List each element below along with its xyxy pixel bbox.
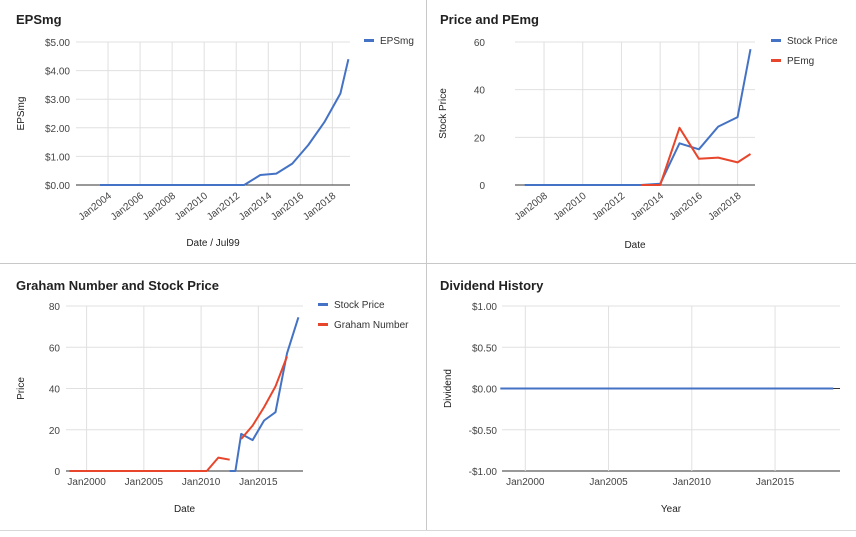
y-tick-label: -$1.00 <box>469 467 498 478</box>
y-tick-label: $1.00 <box>45 152 70 163</box>
x-tick-label: Jan2012 <box>205 190 242 223</box>
y-tick-label: 80 <box>49 302 61 313</box>
x-tick-label: Jan2000 <box>506 477 545 488</box>
legend-label: PEmg <box>787 56 814 67</box>
x-tick-label: Jan2016 <box>668 190 705 223</box>
legend-label: EPSmg <box>380 36 414 47</box>
x-tick-label: Jan2014 <box>237 190 274 223</box>
y-tick-label: $2.00 <box>45 124 70 135</box>
chart-svg-dividend: -$1.00 -$0.50 $0.00 $0.50 $1.00 Jan2000 Jan200… <box>443 302 840 515</box>
x-tick-label: Jan2012 <box>590 190 627 223</box>
x-tick-label: Jan2018 <box>706 190 743 223</box>
x-axis-title: Date <box>174 504 196 515</box>
series-line-1 <box>240 356 288 440</box>
y-tick-label: 0 <box>479 181 485 192</box>
x-tick-label: Jan2015 <box>756 477 795 488</box>
x-tick-label: Jan2005 <box>589 477 628 488</box>
y-tick-label: $0.00 <box>472 385 497 396</box>
legend-label: Stock Price <box>787 36 838 47</box>
y-tick-label: 40 <box>49 385 61 396</box>
chart-title: Graham Number and Stock Price <box>16 278 220 293</box>
legend-swatch <box>771 59 781 62</box>
panel-divider-vertical <box>426 0 427 530</box>
series-line-0 <box>524 49 752 186</box>
y-tick-label: 40 <box>474 86 486 97</box>
panel-divider-horizontal <box>0 263 856 264</box>
y-tick-label: 0 <box>54 467 60 478</box>
x-tick-label: Jan2008 <box>513 190 550 223</box>
x-tick-label: Jan2010 <box>552 190 589 223</box>
y-tick-label: $3.00 <box>45 95 70 106</box>
x-tick-label: Jan2014 <box>629 190 666 223</box>
chart-panel-epsmg: EPSmg $0.00 $1.00 $2.00 $3.00 $4.00 $5.00 Jan2… <box>0 0 426 263</box>
chart-svg-epsmg: $0.00$1.00$2.00$3.00$4.00$5.00Jan2004Jan… <box>16 36 414 249</box>
x-axis-title: Year <box>661 504 682 515</box>
legend-swatch <box>771 39 781 42</box>
legend-swatch <box>318 303 328 306</box>
x-tick-label: Jan2006 <box>109 190 146 223</box>
x-tick-label: Jan2008 <box>141 190 178 223</box>
series-line-1 <box>69 456 230 472</box>
y-tick-label: $5.00 <box>45 38 70 49</box>
legend-label: Graham Number <box>334 320 409 331</box>
y-tick-label: -$0.50 <box>469 426 498 437</box>
chart-title: Price and PEmg <box>440 12 539 27</box>
chart-title: Dividend History <box>440 278 544 293</box>
legend-label: Stock Price <box>334 300 385 311</box>
legend-swatch <box>364 39 374 42</box>
y-tick-label: 60 <box>474 38 486 49</box>
x-tick-label: Jan2010 <box>173 190 210 223</box>
chart-svg-graham: 0 20 40 60 80 Jan2000 Jan2005 Jan2010 Jan2015 Pri… <box>16 300 409 515</box>
series-line-1 <box>640 126 752 186</box>
y-axis-title: Stock Price <box>438 88 449 139</box>
x-tick-label: Jan2005 <box>125 477 164 488</box>
x-tick-label: Jan2016 <box>269 190 306 223</box>
y-tick-label: $1.00 <box>472 302 497 313</box>
bottom-border <box>0 530 856 531</box>
legend-swatch <box>318 323 328 326</box>
x-tick-label: Jan2010 <box>182 477 221 488</box>
y-tick-label: 20 <box>474 133 486 144</box>
chart-panel-price-pemg: Price and PEmg 0 20 40 60 Jan2008 Jan2010 Jan2… <box>427 0 856 263</box>
chart-panel-graham: Graham Number and Stock Price 0 20 40 60 80 J… <box>0 264 426 530</box>
series-line-0 <box>229 316 300 472</box>
y-tick-label: $0.50 <box>472 343 497 354</box>
x-tick-label: Jan2010 <box>673 477 712 488</box>
y-tick-label: 20 <box>49 426 61 437</box>
y-axis-title: Dividend <box>443 369 454 408</box>
x-tick-label: Jan2018 <box>301 190 338 223</box>
y-axis-title: EPSmg <box>16 97 27 131</box>
chart-title: EPSmg <box>16 12 62 27</box>
y-tick-label: $0.00 <box>45 181 70 192</box>
y-axis-title: Price <box>16 377 27 400</box>
x-tick-label: Jan2015 <box>239 477 278 488</box>
y-tick-label: 60 <box>49 343 61 354</box>
x-tick-label: Jan2000 <box>67 477 106 488</box>
y-tick-label: $4.00 <box>45 67 70 78</box>
x-axis-title: Date / Jul99 <box>186 238 240 249</box>
chart-panel-dividend: Dividend History -$1.00 -$0.50 $0.00 $0.50 $… <box>427 264 856 530</box>
x-tick-label: Jan2004 <box>77 190 114 223</box>
x-axis-title: Date <box>624 240 646 251</box>
series-line-0 <box>100 58 350 186</box>
